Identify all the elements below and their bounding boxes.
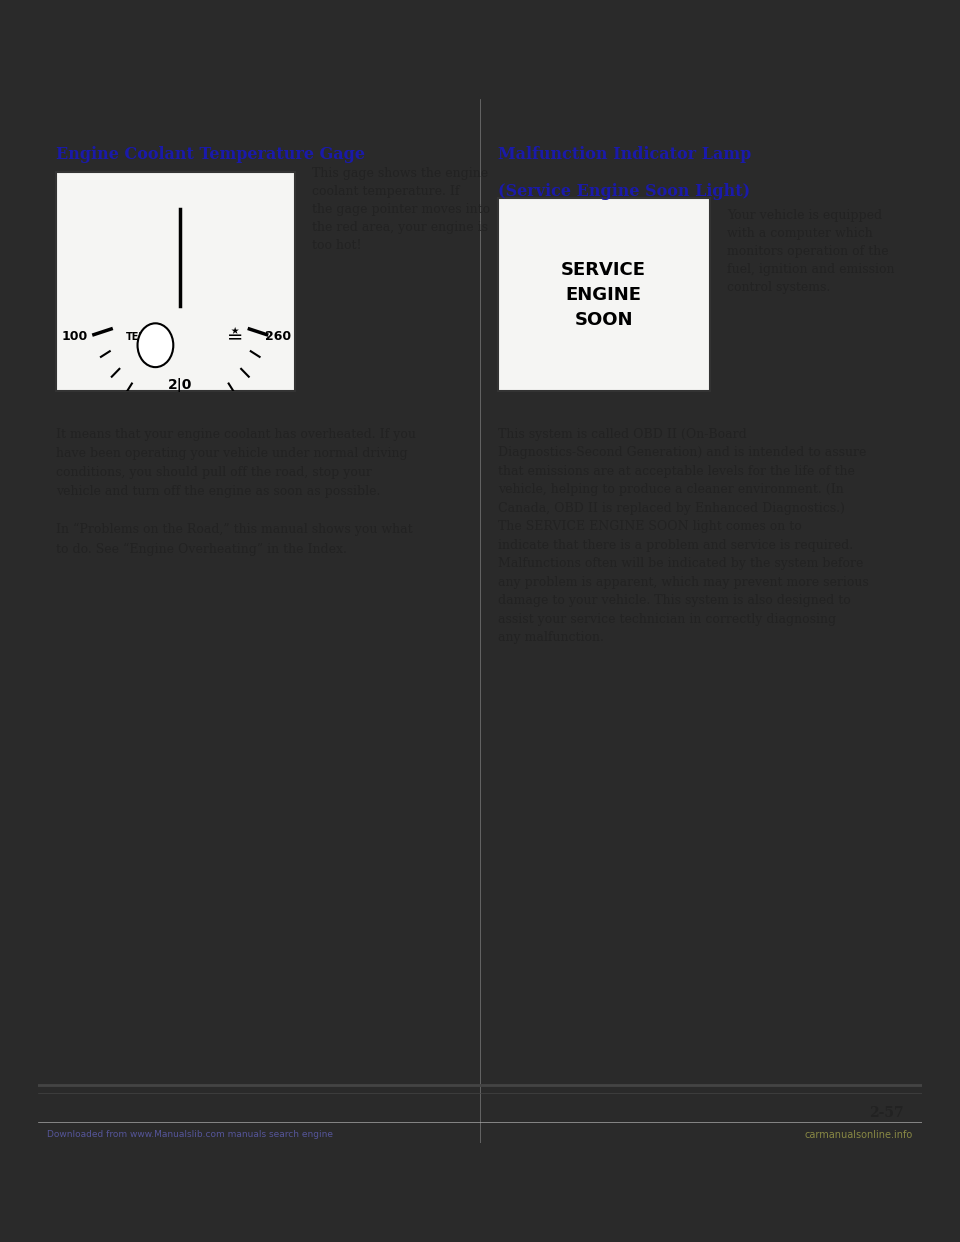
Text: ≛: ≛ (227, 327, 243, 347)
Text: This gage shows the engine
coolant temperature. If
the gage pointer moves into
t: This gage shows the engine coolant tempe… (312, 168, 491, 252)
Text: SERVICE
ENGINE
SOON: SERVICE ENGINE SOON (562, 261, 646, 329)
Text: Your vehicle is equipped
with a computer which
monitors operation of the
fuel, i: Your vehicle is equipped with a computer… (728, 209, 895, 294)
Bar (56, 173, 295, 391)
Text: It means that your engine coolant has overheated. If you
have been operating you: It means that your engine coolant has ov… (56, 428, 416, 555)
Bar (497, 199, 709, 391)
Text: This system is called OBD II (On-Board
Diagnostics-Second Generation) and is int: This system is called OBD II (On-Board D… (497, 428, 869, 645)
Text: carmanualsonline.info: carmanualsonline.info (804, 1130, 913, 1140)
Text: TEMP: TEMP (126, 332, 156, 342)
Circle shape (137, 323, 174, 368)
Text: 100: 100 (61, 329, 87, 343)
Text: Downloaded from www.Manualslib.com manuals search engine: Downloaded from www.Manualslib.com manua… (47, 1130, 333, 1139)
Text: 2-57: 2-57 (870, 1107, 904, 1120)
Text: 260: 260 (265, 329, 291, 343)
Text: 2|0: 2|0 (168, 379, 192, 392)
Text: (Service Engine Soon Light): (Service Engine Soon Light) (497, 183, 750, 200)
Text: Engine Coolant Temperature Gage: Engine Coolant Temperature Gage (56, 147, 365, 163)
Text: Malfunction Indicator Lamp: Malfunction Indicator Lamp (497, 147, 751, 163)
